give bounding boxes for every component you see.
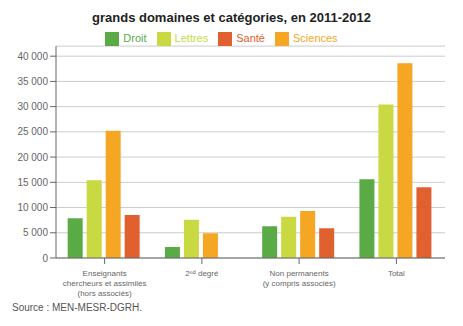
html-text:grands domaines et catégories,: grands domaines et catégories, en 2011-2… xyxy=(92,10,371,25)
html-text:Droit: Droit xyxy=(123,32,147,44)
svg-text:Enseignantschercheurs et assim: Enseignantschercheurs et assimilés(hors … xyxy=(63,269,147,298)
svg-text:2ⁿᵈ degré: 2ⁿᵈ degré xyxy=(185,269,219,278)
html-text:Source : MEN-MESR-DGRH.: Source : MEN-MESR-DGRH. xyxy=(12,302,142,313)
svg-text:35 000: 35 000 xyxy=(17,76,48,87)
svg-text:25 000: 25 000 xyxy=(17,126,48,137)
html-text:Santé: Santé xyxy=(236,32,265,44)
svg-text:5 000: 5 000 xyxy=(23,227,48,238)
svg-text:0: 0 xyxy=(42,253,48,264)
svg-text:40 000: 40 000 xyxy=(17,51,48,62)
svg-text:15 000: 15 000 xyxy=(17,177,48,188)
html-text:Lettres: Lettres xyxy=(174,32,209,44)
svg-text:Total: Total xyxy=(388,269,405,278)
html-text:Sciences: Sciences xyxy=(293,32,338,44)
svg-text:10 000: 10 000 xyxy=(17,202,48,213)
svg-text:Non permanents(y compris assoc: Non permanents(y compris associés) xyxy=(263,269,336,288)
svg-text:30 000: 30 000 xyxy=(17,101,48,112)
svg-text:20 000: 20 000 xyxy=(17,152,48,163)
